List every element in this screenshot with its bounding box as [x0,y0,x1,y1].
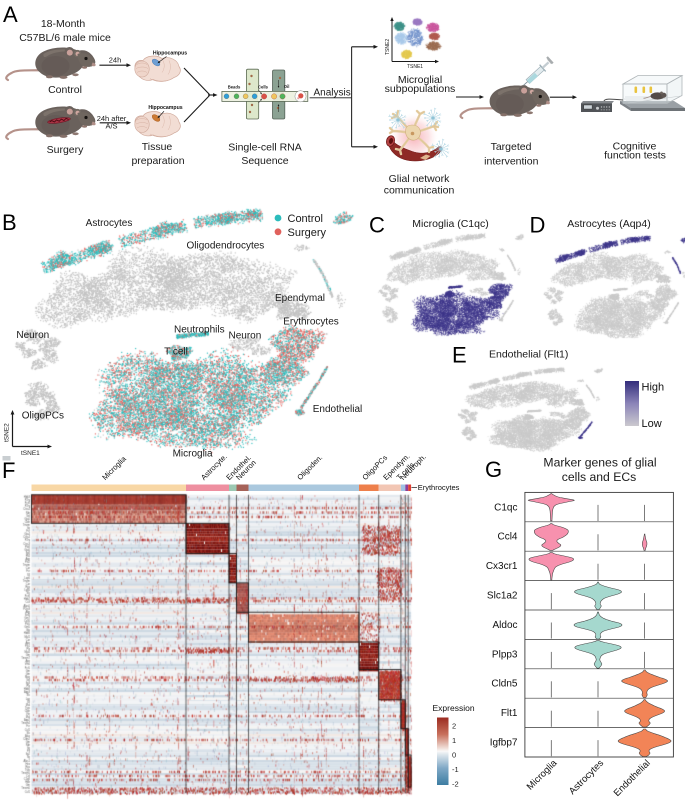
svg-text:Astrocytes: Astrocytes [567,758,606,797]
svg-text:18-Month: 18-Month [41,18,86,30]
svg-text:Microglial: Microglial [398,74,442,86]
svg-text:subpopulations: subpopulations [385,83,456,95]
svg-text:A: A [3,2,18,27]
svg-text:Endothelial (Flt1): Endothelial (Flt1) [489,349,568,361]
svg-text:Hippocampus: Hippocampus [148,105,182,111]
svg-text:B: B [2,210,17,235]
svg-text:cells and ECs: cells and ECs [562,470,637,484]
svg-text:OligoPCs: OligoPCs [22,410,64,421]
svg-text:C1qc: C1qc [494,502,517,513]
svg-text:Sequence: Sequence [241,155,288,167]
svg-text:2: 2 [452,722,456,731]
svg-text:Single-cell RNA: Single-cell RNA [228,142,302,154]
svg-text:function tests: function tests [604,150,666,162]
svg-text:Oligoden.: Oligoden. [295,453,324,482]
svg-text:Glial network: Glial network [389,173,450,185]
svg-text:Slc1a2: Slc1a2 [487,591,518,602]
svg-text:Igfbp7: Igfbp7 [490,738,518,749]
svg-text:Oil: Oil [284,84,290,89]
svg-text:Neuron: Neuron [16,330,49,341]
svg-text:Surgery: Surgery [47,144,85,156]
svg-text:communication: communication [384,185,455,197]
svg-text:Endothelial: Endothelial [612,758,653,799]
svg-text:F: F [2,458,15,483]
svg-text:E: E [452,342,467,367]
svg-text:G: G [485,457,502,482]
svg-text:Marker genes of glial: Marker genes of glial [543,456,656,470]
svg-text:High: High [642,382,665,394]
svg-text:T cell: T cell [164,346,188,357]
svg-text:Hippocampus: Hippocampus [153,50,187,56]
svg-text:TSNE1: TSNE1 [407,64,423,70]
svg-text:Surgery: Surgery [288,227,327,239]
svg-text:preparation: preparation [131,155,184,167]
svg-text:Aldoc: Aldoc [492,620,517,631]
svg-text:Cldn5: Cldn5 [491,679,518,690]
svg-text:Expression: Expression [433,703,475,713]
svg-text:Oligodendrocytes: Oligodendrocytes [186,240,264,251]
svg-text:Cells: Cells [258,85,269,90]
svg-text:Control: Control [48,84,82,96]
svg-text:Endothelial: Endothelial [313,404,362,415]
svg-text:D: D [530,213,546,238]
svg-text:Neutrophils: Neutrophils [174,325,225,336]
svg-text:Cx3cr1: Cx3cr1 [486,561,518,572]
svg-text:Analysis: Analysis [314,88,351,99]
svg-text:24h: 24h [109,56,122,65]
svg-text:TSNE2: TSNE2 [385,39,391,55]
svg-text:Microglia: Microglia [173,448,213,459]
svg-text:Tissue: Tissue [142,141,173,153]
svg-text:1: 1 [452,736,456,745]
svg-text:Microglia: Microglia [525,757,560,792]
svg-text:A/S: A/S [105,122,117,131]
svg-text:Plpp3: Plpp3 [492,649,518,660]
svg-text:Microglia (C1qc): Microglia (C1qc) [412,218,488,230]
svg-text:Ependymal: Ependymal [275,293,325,304]
svg-text:Beads: Beads [228,85,241,90]
svg-text:tSNE2: tSNE2 [4,423,11,442]
svg-text:Astrocytes: Astrocytes [86,218,133,229]
svg-text:-1: -1 [452,765,459,774]
svg-text:Cognitive: Cognitive [613,141,657,153]
svg-text:Erythrocytes: Erythrocytes [418,483,460,492]
svg-text:Targeted: Targeted [491,141,532,153]
svg-text:Low: Low [642,418,662,430]
svg-text:Microglia: Microglia [100,454,128,482]
svg-text:tSNE1: tSNE1 [21,450,40,457]
svg-text:C: C [369,213,385,238]
svg-text:Control: Control [288,213,323,225]
svg-text:intervention: intervention [484,156,538,168]
svg-text:Erythrocytes: Erythrocytes [283,317,339,328]
svg-text:Astrocytes (Aqp4): Astrocytes (Aqp4) [567,218,650,230]
svg-text:Neuron: Neuron [228,331,261,342]
svg-text:0: 0 [452,751,456,760]
svg-text:Ccl4: Ccl4 [497,532,517,543]
svg-text:Flt1: Flt1 [501,708,518,719]
svg-text:-2: -2 [452,780,459,789]
svg-text:24h after: 24h after [97,114,127,123]
svg-text:C57BL/6 male mice: C57BL/6 male mice [19,32,111,44]
